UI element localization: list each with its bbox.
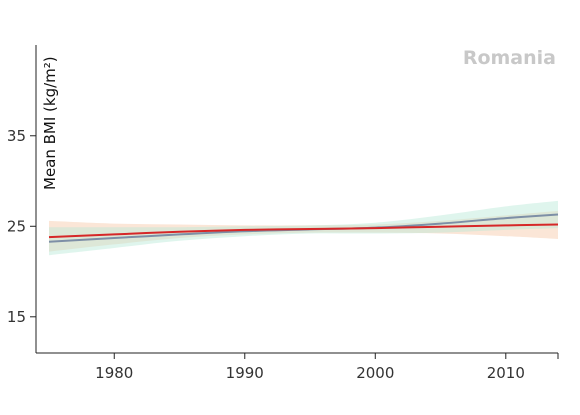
y-tick-label: 35 — [7, 127, 26, 145]
series-1-line — [48, 223, 559, 239]
series-2-uncertainty-band — [49, 200, 558, 256]
chart-title: Romania — [463, 47, 556, 69]
y-axis-title: Mean BMI (kg/m²) — [41, 56, 59, 190]
x-tick-label: 1990 — [226, 364, 264, 382]
confidence-bands — [49, 200, 558, 256]
x-tick-label: 2000 — [356, 364, 394, 382]
y-tick-label: 25 — [7, 217, 26, 235]
y-tick-label: 15 — [7, 308, 26, 326]
x-tick-label: 1980 — [95, 364, 133, 382]
x-tick-label: 2010 — [487, 364, 525, 382]
axes — [35, 45, 558, 354]
series-1-uncertainty-band — [49, 210, 558, 252]
tick-marks: 15 25 35 1980 1990 2000 2010 — [7, 127, 559, 382]
series-lines — [48, 213, 559, 243]
